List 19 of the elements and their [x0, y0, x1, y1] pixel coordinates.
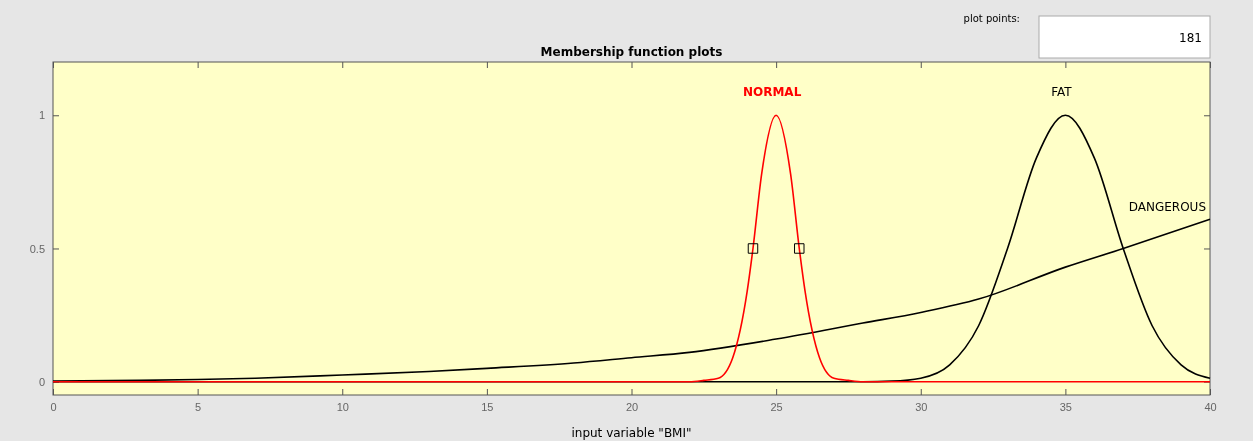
series-label: NORMAL: [742, 85, 802, 99]
y-tick-label: 0: [38, 375, 45, 388]
x-tick-label: 35: [1059, 400, 1072, 413]
x-tick-label: 25: [770, 400, 783, 413]
x-tick-label: 10: [336, 400, 349, 413]
chart-title: Membership function plots: [540, 45, 723, 59]
x-tick-label: 0: [50, 400, 57, 413]
series-label: DANGEROUS: [1128, 200, 1206, 215]
y-tick-label: 0.5: [29, 242, 45, 255]
x-tick-label: 30: [915, 400, 928, 413]
x-tick-label: 5: [195, 400, 202, 413]
series-label: FAT: [1051, 85, 1073, 99]
x-axis-title: input variable "BMI": [571, 426, 692, 440]
x-tick-label: 20: [625, 400, 639, 413]
text: plot points:: [963, 13, 1020, 24]
y-tick-label: 1: [38, 109, 45, 122]
x-tick-label: 40: [1204, 400, 1217, 413]
x-tick-label: 15: [481, 400, 494, 413]
text: 181: [1179, 31, 1202, 45]
